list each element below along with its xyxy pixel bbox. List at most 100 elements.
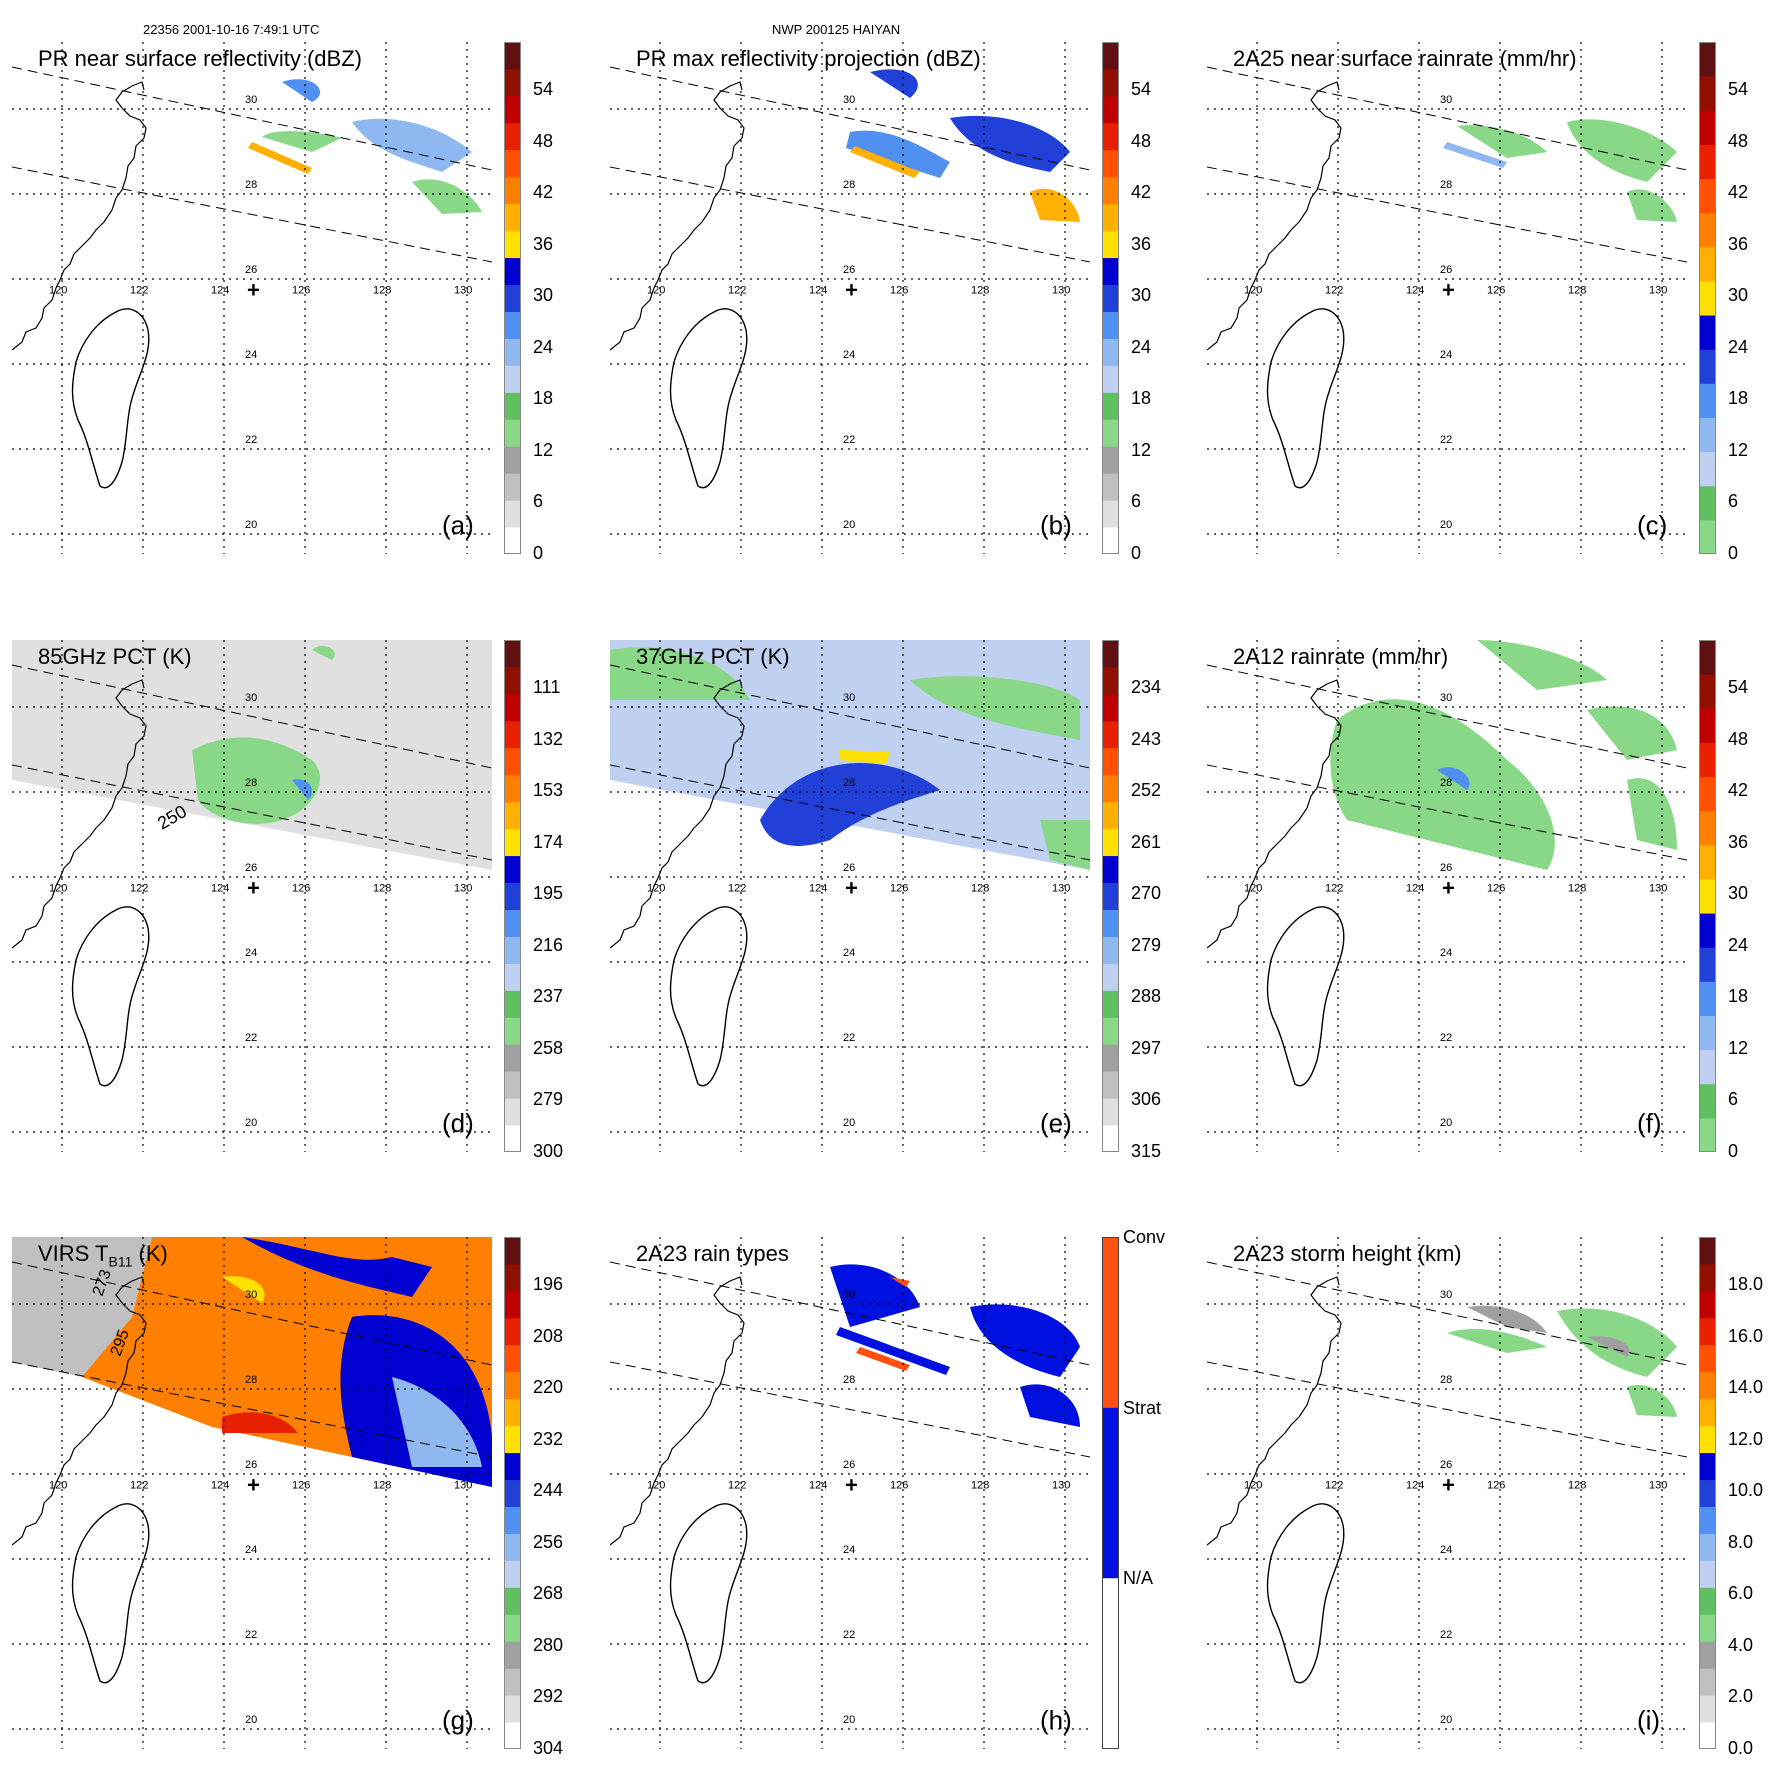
colorbar-swatch (1699, 1614, 1716, 1642)
orbit-time-header: 22356 2001-10-16 7:49:1 UTC (143, 22, 320, 37)
rain-cell (12, 1237, 152, 1377)
colorbar-swatch (1102, 882, 1119, 910)
lon-label: 128 (971, 1480, 989, 1492)
lon-label: 120 (49, 883, 67, 895)
lat-label: 28 (843, 1374, 855, 1386)
colorbar-swatch (1699, 640, 1716, 675)
rain-type-swatch (1102, 1237, 1119, 1408)
lat-label: 22 (843, 1032, 855, 1044)
colorbar-tick-label: 315 (1131, 1141, 1162, 1161)
colorbar-tick-label: 111 (533, 677, 561, 697)
lat-label: 28 (245, 777, 257, 789)
rain-field (1330, 640, 1677, 870)
colorbar-swatch (504, 392, 521, 420)
storm-center-marker: + (845, 876, 858, 901)
colorbar (1699, 640, 1716, 1152)
colorbar-tick-label: 54 (1728, 79, 1749, 99)
colorbar-swatch (1102, 446, 1119, 474)
colorbar-swatch (504, 68, 521, 97)
lat-label: 26 (843, 862, 855, 874)
rain-cell (1330, 699, 1555, 870)
colorbar-frame (1699, 1237, 1716, 1749)
colorbar-swatch (1699, 485, 1716, 521)
colorbar-swatch (1102, 392, 1119, 420)
lat-label: 20 (245, 519, 257, 531)
colorbar-tick-label: 24 (1131, 336, 1152, 357)
colorbar-swatch (504, 176, 521, 205)
colorbar-swatch (504, 1668, 521, 1696)
colorbar-swatch (1102, 419, 1119, 447)
colorbar-tick-label: 6.0 (1728, 1583, 1754, 1604)
lon-label: 120 (1244, 1480, 1262, 1492)
colorbar-tick-label: 30 (533, 285, 554, 306)
colorbar-swatch (1102, 68, 1119, 97)
lon-label: 122 (130, 285, 148, 297)
lon-label: 128 (373, 285, 391, 297)
lat-label: 26 (245, 264, 257, 276)
map-c: 30 28 26 24 22 20 120 122 124 126 128 130 + (1207, 42, 1687, 554)
lat-label: 28 (843, 179, 855, 191)
lat-lon-grid (1207, 640, 1687, 1152)
colorbar-swatch (1699, 1560, 1716, 1588)
lon-label: 130 (1649, 285, 1667, 297)
china-coastline (12, 81, 147, 351)
rain-field (248, 79, 482, 214)
colorbar-tick-label: 261 (1131, 831, 1162, 852)
swath-edge (1207, 1361, 1687, 1458)
colorbar-swatch (504, 909, 521, 937)
storm-center-marker: + (247, 876, 260, 901)
rain-cell (610, 647, 750, 700)
colorbar-swatch (1699, 1117, 1716, 1152)
rain-type-label: Strat (1123, 1397, 1162, 1418)
rain-cell (1587, 1336, 1630, 1357)
colorbar-swatch (504, 284, 521, 312)
storm-center-marker: + (247, 1473, 260, 1498)
china-coastline (12, 1276, 147, 1546)
colorbar-swatch (1102, 855, 1119, 884)
rain-cell (1567, 119, 1677, 182)
rain-cell (836, 1327, 950, 1375)
rain-cell (222, 1412, 298, 1433)
lat-label: 30 (245, 692, 257, 704)
colorbar (1699, 1237, 1716, 1749)
colorbar-swatch (1102, 936, 1119, 964)
colorbar-swatch (504, 1098, 521, 1126)
colorbar-swatch (1699, 1425, 1716, 1454)
lat-label: 30 (1440, 1289, 1452, 1301)
lon-label: 126 (1487, 1480, 1505, 1492)
panel-title: 2A23 rain types (636, 1241, 789, 1267)
rain-cell (1627, 189, 1677, 222)
lon-label: 126 (292, 1480, 310, 1492)
lon-label: 124 (809, 1480, 827, 1492)
colorbar-tick-label: 256 (533, 1531, 564, 1552)
colorbar-swatch (504, 640, 521, 668)
map-a: 30 28 26 24 22 20 120 122 124 126 128 130 + (12, 42, 492, 554)
rain-field (846, 69, 1080, 222)
lon-label: 120 (1244, 883, 1262, 895)
colorbar-tick-label: 54 (1131, 79, 1152, 99)
taiwan-coastline (71, 308, 150, 489)
lat-label: 22 (843, 434, 855, 446)
rain-field (830, 1264, 1080, 1427)
colorbar-swatch (504, 1695, 521, 1723)
lat-lon-grid (610, 640, 1090, 1152)
colorbar-tick-label: 24 (1728, 934, 1749, 955)
lat-label: 24 (1440, 1544, 1452, 1556)
colorbar-swatch (1699, 1263, 1716, 1292)
colorbar-tick-label: 237 (533, 986, 564, 1007)
swath-edge (12, 166, 492, 263)
panel-title: PR max reflectivity projection (dBZ) (636, 46, 981, 72)
colorbar-swatch (504, 747, 521, 776)
rain-cell (292, 779, 313, 800)
colorbar-swatch (1102, 666, 1119, 695)
lat-label: 20 (843, 1714, 855, 1726)
rain-cell (1477, 640, 1607, 690)
rain-cell (890, 1277, 910, 1287)
swath-edge (610, 66, 1090, 171)
lon-label: 124 (1406, 1480, 1424, 1492)
colorbar-swatch (1699, 1237, 1716, 1265)
lon-label: 120 (49, 285, 67, 297)
colorbar-swatch (1102, 747, 1119, 776)
